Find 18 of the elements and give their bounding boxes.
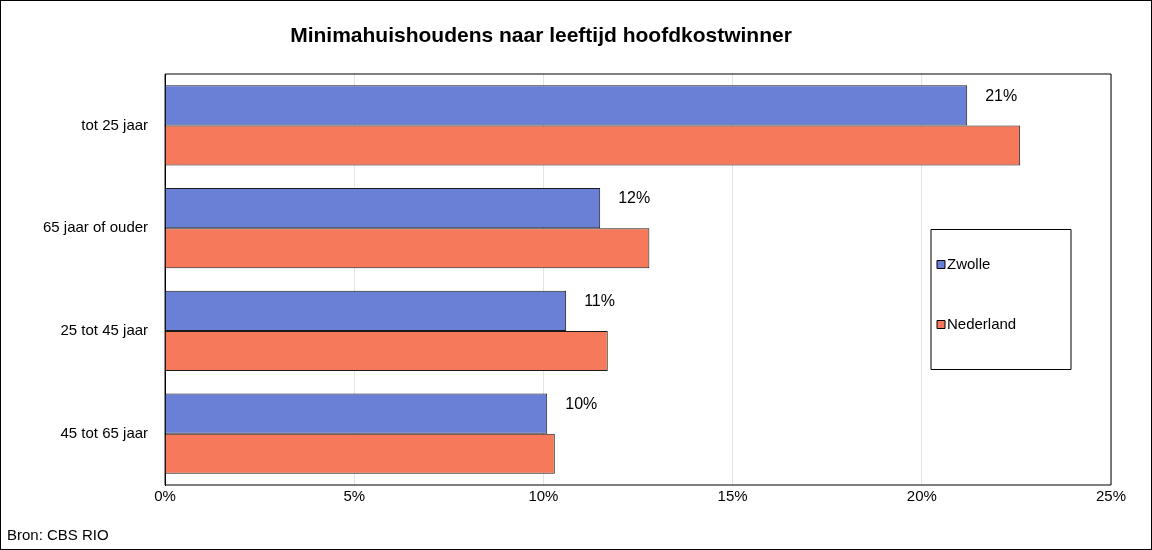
x-tick-label: 20% bbox=[906, 487, 937, 505]
text: Bron: CBS RIO bbox=[7, 526, 109, 543]
data-label: 11% bbox=[584, 292, 615, 310]
x-tick-label: 0% bbox=[154, 487, 176, 505]
chart-title: Minimahuishoudens naar leeftijd hoofdkostwinner bbox=[289, 23, 793, 47]
y-tick-label: 45 tot 65 jaar bbox=[60, 423, 149, 441]
x-tick-label: 15% bbox=[717, 487, 748, 505]
x-tick-label: 25% bbox=[1095, 487, 1127, 505]
legend-label: Nederland bbox=[947, 314, 1017, 332]
data-label: 10% bbox=[565, 394, 598, 412]
y-tick-label: tot 25 jaar bbox=[81, 115, 149, 133]
y-tick-label: 25 tot 45 jaar bbox=[60, 321, 149, 339]
data-label: 21% bbox=[985, 86, 1018, 104]
x-tick-label: 10% bbox=[528, 487, 559, 505]
y-tick-label: 65 jaar of ouder bbox=[43, 218, 149, 236]
data-label: 12% bbox=[618, 189, 651, 207]
legend-label: Zwolle bbox=[947, 254, 991, 272]
x-tick-label: 5% bbox=[343, 487, 366, 505]
